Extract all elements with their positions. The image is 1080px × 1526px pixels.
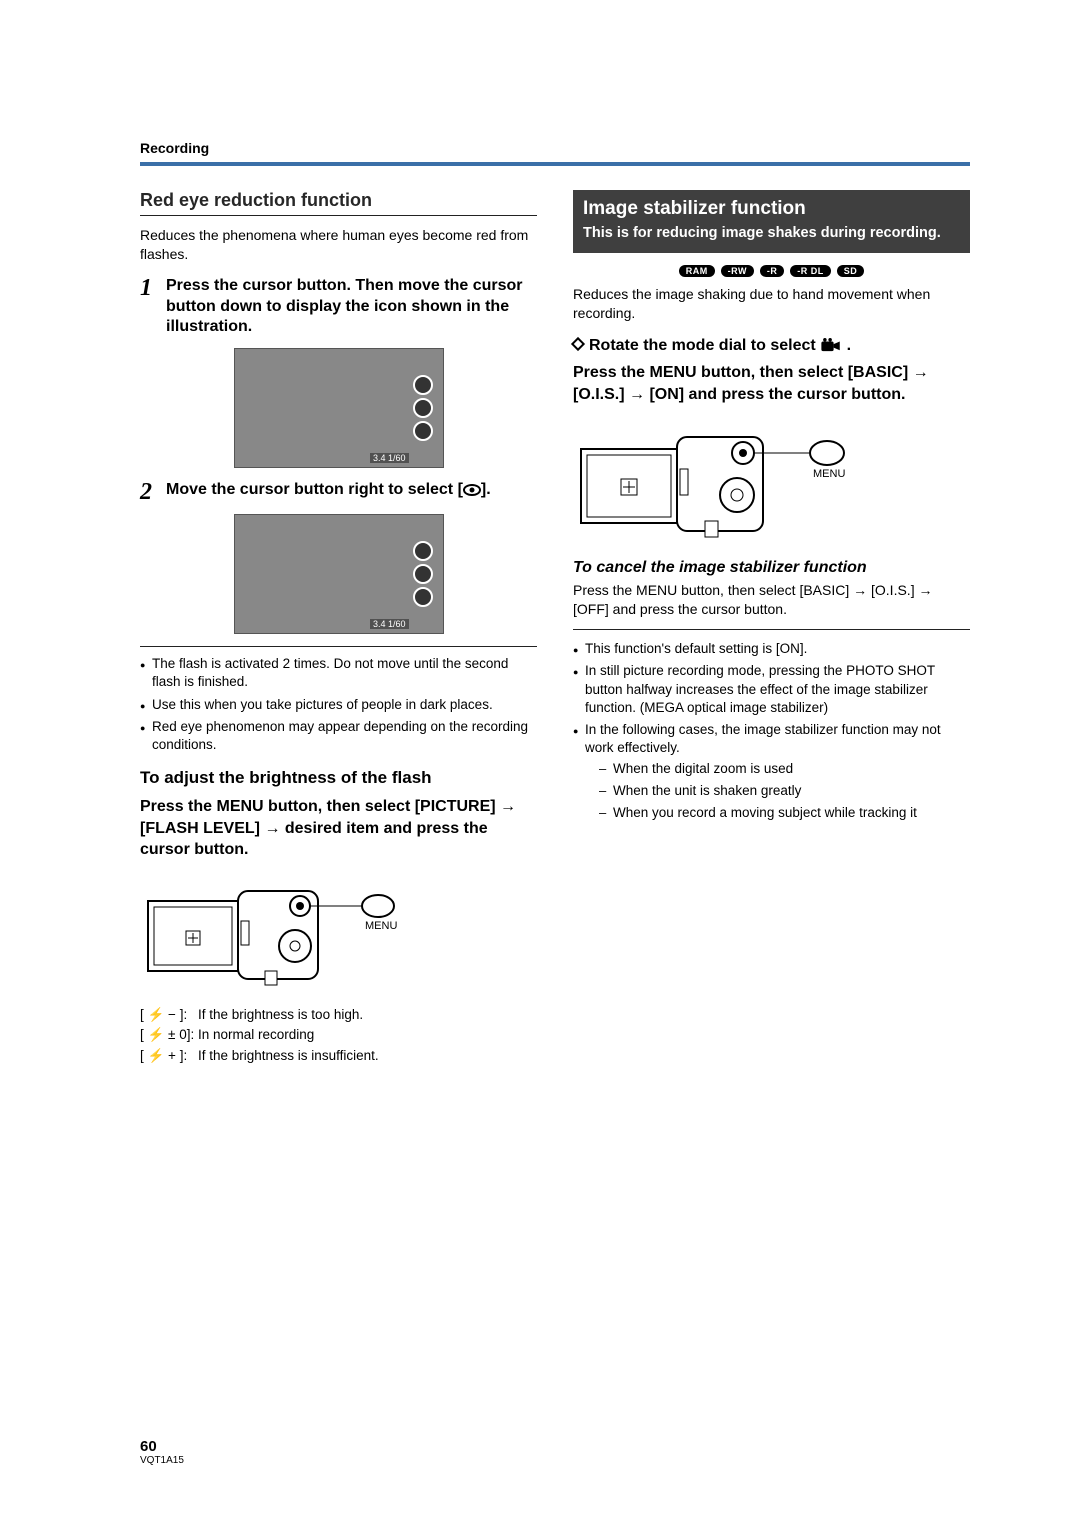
camera-diagram-left: MENU	[140, 871, 537, 991]
section-label: Recording	[140, 140, 970, 156]
ois-intro: Reduces the image shaking due to hand mo…	[573, 285, 970, 323]
pill-rdl: -R DL	[790, 265, 831, 277]
step-1: 1 Press the cursor button. Then move the…	[140, 276, 537, 338]
pill-sd: SD	[837, 265, 865, 277]
pill-r: -R	[760, 265, 785, 277]
list-item: In still picture recording mode, pressin…	[573, 662, 970, 717]
flash-zero-key: [ ⚡ ± 0]:	[140, 1025, 198, 1045]
pill-rw: -RW	[721, 265, 754, 277]
rotate-pre: Rotate the mode dial to select	[589, 337, 820, 354]
camera-svg: MENU	[573, 415, 873, 545]
flash-plus-key: [ ⚡ + ]:	[140, 1046, 198, 1066]
top-rule	[140, 162, 970, 166]
list-item: When you record a moving subject while t…	[599, 804, 970, 822]
redeye-heading: Red eye reduction function	[140, 190, 537, 216]
flash-minus-val: If the brightness is too high.	[198, 1005, 363, 1025]
flash-plus-val: If the brightness is insufficient.	[198, 1046, 379, 1066]
list-item: When the digital zoom is used	[599, 760, 970, 778]
step-number: 1	[140, 276, 166, 338]
note-3-lead: In the following cases, the image stabil…	[585, 722, 941, 755]
ois-action: Press the MENU button, then select [BASI…	[573, 362, 970, 405]
camera-diagram-right: MENU	[573, 415, 970, 545]
list-item: Red eye phenomenon may appear depending …	[140, 718, 537, 754]
left-column: Red eye reduction function Reduces the p…	[140, 190, 537, 1066]
osd-icons	[409, 538, 437, 610]
feature-box: Image stabilizer function This is for re…	[573, 190, 970, 253]
cancel-text: Press the MENU button, then select [BASI…	[573, 581, 970, 619]
step-2-text: Move the cursor button right to select […	[166, 480, 537, 504]
rotate-instruction: Rotate the mode dial to select .	[573, 335, 970, 357]
record-mode-icon	[820, 338, 842, 352]
cancel-heading: To cancel the image stabilizer function	[573, 559, 970, 577]
list-item: This function's default setting is [ON].	[573, 640, 970, 658]
diamond-icon	[571, 337, 585, 351]
list-item: In the following cases, the image stabil…	[573, 721, 970, 822]
page-number: 60	[140, 1438, 184, 1455]
flash-minus-key: [ ⚡ − ]:	[140, 1005, 198, 1025]
step-2-post: ].	[481, 481, 491, 498]
right-column: Image stabilizer function This is for re…	[573, 190, 970, 1066]
redeye-intro: Reduces the phenomena where human eyes b…	[140, 226, 537, 264]
osd-badge: 3.4 1/60	[370, 619, 409, 629]
brightness-heading: To adjust the brightness of the flash	[140, 768, 537, 788]
osd-badge: 3.4 1/60	[370, 453, 409, 463]
rotate-post: .	[847, 337, 851, 354]
step-2-pre: Move the cursor button right to select [	[166, 481, 463, 498]
doc-code: VQT1A15	[140, 1455, 184, 1466]
list-item: Use this when you take pictures of peopl…	[140, 696, 537, 714]
two-column-layout: Red eye reduction function Reduces the p…	[140, 190, 970, 1066]
note-3-sublist: When the digital zoom is used When the u…	[599, 760, 970, 823]
manual-page: Recording Red eye reduction function Red…	[0, 0, 1080, 1526]
menu-label: MENU	[813, 468, 845, 480]
feature-title: Image stabilizer function	[583, 198, 960, 220]
pill-ram: RAM	[679, 265, 715, 277]
camera-svg: MENU	[140, 871, 420, 991]
step-1-text: Press the cursor button. Then move the c…	[166, 276, 537, 338]
redeye-icon	[463, 484, 481, 496]
feature-subtitle: This is for reducing image shakes during…	[583, 224, 960, 243]
ois-notes: This function's default setting is [ON].…	[573, 640, 970, 822]
brightness-action: Press the MENU button, then select [PICT…	[140, 796, 537, 861]
list-item: When the unit is shaken greatly	[599, 782, 970, 800]
flash-level-table: [ ⚡ − ]:If the brightness is too high. […	[140, 1005, 537, 1066]
illustration-1: 3.4 1/60	[234, 348, 444, 468]
flash-zero-val: In normal recording	[198, 1025, 314, 1045]
list-item: The flash is activated 2 times. Do not m…	[140, 655, 537, 691]
illustration-2: 3.4 1/60	[234, 514, 444, 634]
redeye-notes: The flash is activated 2 times. Do not m…	[140, 646, 537, 754]
step-2: 2 Move the cursor button right to select…	[140, 480, 537, 504]
osd-icons	[409, 372, 437, 444]
page-footer: 60 VQT1A15	[140, 1438, 184, 1466]
media-badges: RAM -RW -R -R DL SD	[573, 261, 970, 277]
step-number: 2	[140, 480, 166, 504]
menu-label: MENU	[365, 920, 397, 932]
divider	[573, 629, 970, 630]
